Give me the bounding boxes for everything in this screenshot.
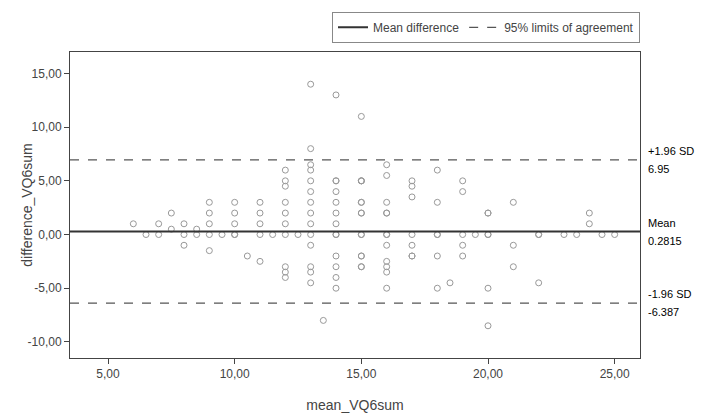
svg-text:15,00: 15,00 [346, 367, 376, 381]
svg-text:-10,00: -10,00 [28, 335, 62, 349]
svg-text:+1.96 SD: +1.96 SD [648, 145, 694, 157]
svg-text:25,00: 25,00 [600, 367, 630, 381]
svg-text:20,00: 20,00 [473, 367, 503, 381]
svg-text:0,00: 0,00 [38, 228, 62, 242]
svg-text:10,00: 10,00 [220, 367, 250, 381]
svg-text:Mean: Mean [648, 217, 676, 229]
svg-text:-1.96 SD: -1.96 SD [648, 288, 691, 300]
svg-text:95% limits of agreement: 95% limits of agreement [504, 21, 633, 35]
svg-text:0.2815: 0.2815 [648, 235, 682, 247]
svg-text:-6.387: -6.387 [648, 306, 679, 318]
svg-text:5,00: 5,00 [96, 367, 120, 381]
svg-text:5,00: 5,00 [38, 174, 62, 188]
svg-text:15,00: 15,00 [32, 67, 62, 81]
svg-text:-5,00: -5,00 [34, 281, 62, 295]
svg-text:difference_VQ6sum: difference_VQ6sum [19, 143, 35, 266]
svg-text:Mean difference: Mean difference [373, 21, 459, 35]
svg-text:10,00: 10,00 [32, 120, 62, 134]
svg-text:mean_VQ6sum: mean_VQ6sum [306, 397, 403, 413]
svg-text:6.95: 6.95 [648, 163, 669, 175]
